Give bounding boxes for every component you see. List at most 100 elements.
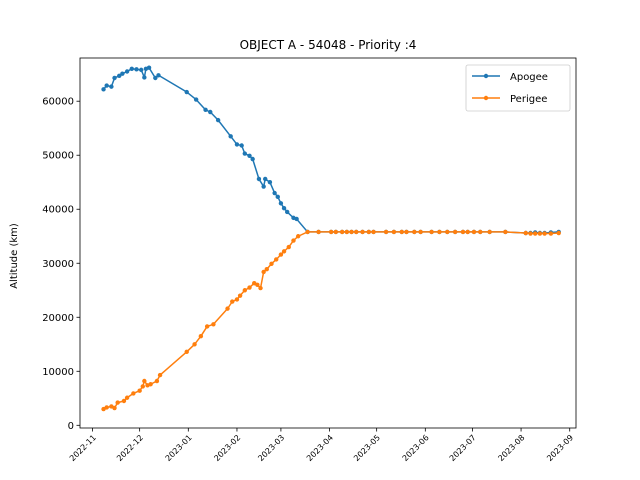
data-point-apogee	[242, 151, 248, 156]
plot-area	[79, 57, 577, 429]
x-tick-label: 2023-09	[545, 433, 575, 463]
chart-title: OBJECT A - 54048 - Priority :4	[240, 38, 417, 52]
series-layer	[101, 65, 561, 412]
data-point-apogee	[234, 142, 240, 147]
data-point-apogee	[101, 87, 106, 92]
data-point-perigee	[528, 231, 533, 236]
data-point-apogee	[156, 73, 161, 78]
x-axis: 2022-11 2022-12 2023-01 2023-02 2023-03 2023-…	[68, 428, 575, 463]
data-point-perigee	[445, 229, 450, 235]
data-point-perigee	[242, 288, 248, 293]
data-point-perigee	[148, 382, 153, 387]
data-point-apogee	[124, 69, 130, 74]
data-point-perigee	[140, 384, 145, 389]
data-point-perigee	[264, 267, 269, 272]
data-point-perigee	[471, 229, 477, 235]
data-point-perigee	[548, 231, 554, 236]
legend-marker	[483, 73, 489, 79]
data-point-perigee	[523, 230, 528, 236]
data-point-apogee	[112, 75, 117, 81]
data-point-apogee	[109, 84, 114, 89]
data-point-perigee	[328, 229, 334, 235]
legend-label: Perigee	[510, 94, 547, 105]
data-point-apogee	[261, 184, 266, 189]
data-point-perigee	[383, 229, 389, 235]
data-point-perigee	[225, 306, 230, 311]
x-tick-label: 2023-05	[352, 433, 382, 463]
data-point-perigee	[460, 229, 466, 235]
data-point-apogee	[250, 156, 255, 162]
data-point-perigee	[404, 229, 409, 235]
data-point-perigee	[532, 231, 538, 236]
y-tick-label: 60000	[42, 97, 74, 108]
x-tick-label: 2023-01	[164, 433, 194, 463]
data-point-perigee	[316, 229, 321, 235]
data-point-perigee	[418, 229, 423, 235]
data-point-perigee	[124, 395, 130, 400]
y-tick-label: 30000	[42, 259, 74, 270]
data-point-perigee	[291, 238, 296, 243]
data-point-perigee	[261, 269, 266, 275]
data-point-apogee	[275, 194, 280, 200]
x-tick-label: 2023-07	[448, 433, 478, 463]
data-point-apogee	[278, 201, 284, 206]
data-point-perigee	[230, 299, 235, 304]
data-point-apogee	[284, 209, 290, 215]
data-point-perigee	[154, 378, 160, 384]
x-tick-label: 2023-02	[212, 433, 242, 463]
data-point-perigee	[391, 229, 397, 235]
data-point-perigee	[211, 322, 216, 327]
data-point-apogee	[263, 176, 268, 182]
data-point-apogee	[267, 180, 273, 185]
data-point-apogee	[193, 97, 199, 102]
data-point-perigee	[234, 297, 240, 302]
data-point-perigee	[258, 285, 263, 291]
data-point-perigee	[112, 405, 117, 411]
data-point-apogee	[294, 216, 299, 222]
data-point-perigee	[556, 230, 561, 236]
data-point-perigee	[184, 349, 189, 355]
data-point-perigee	[537, 231, 543, 236]
data-point-perigee	[198, 333, 204, 339]
data-point-perigee	[487, 229, 492, 235]
y-tick-label: 20000	[42, 313, 74, 324]
data-point-apogee	[228, 134, 233, 139]
data-point-perigee	[192, 342, 197, 347]
data-point-perigee	[255, 282, 260, 288]
legend-label: Apogee	[510, 72, 548, 83]
y-tick-label: 50000	[42, 151, 74, 162]
data-point-perigee	[121, 398, 127, 404]
x-tick-label: 2022-12	[115, 433, 145, 463]
data-point-perigee	[137, 388, 142, 393]
data-point-apogee	[142, 75, 147, 80]
data-point-perigee	[354, 229, 359, 235]
data-point-apogee	[104, 83, 109, 88]
data-point-perigee	[278, 252, 284, 257]
data-point-apogee	[184, 89, 189, 95]
data-point-perigee	[366, 229, 372, 235]
x-tick-label: 2022-11	[68, 433, 98, 463]
data-point-apogee	[120, 71, 125, 76]
legend: Apogee Perigee	[465, 64, 571, 112]
series-perigee	[101, 229, 561, 412]
data-point-perigee	[399, 229, 404, 235]
data-point-apogee	[239, 143, 244, 148]
data-point-apogee	[208, 109, 213, 115]
data-point-perigee	[281, 249, 287, 254]
x-tick-label: 2023-08	[496, 433, 526, 463]
data-point-perigee	[503, 229, 508, 235]
data-point-perigee	[371, 229, 376, 235]
data-point-perigee	[115, 400, 120, 405]
y-axis-label: Altitude (km)	[9, 223, 20, 289]
data-point-perigee	[131, 391, 136, 396]
y-tick-label: 10000	[42, 367, 74, 378]
data-point-perigee	[142, 378, 147, 384]
data-point-apogee	[215, 117, 221, 123]
x-tick-label: 2023-04	[305, 433, 335, 463]
x-tick-label: 2023-06	[401, 433, 431, 463]
data-point-apogee	[117, 73, 122, 79]
legend-item-perigee: Perigee	[472, 94, 547, 105]
x-tick-label: 2023-03	[256, 433, 286, 463]
data-point-perigee	[344, 229, 350, 235]
